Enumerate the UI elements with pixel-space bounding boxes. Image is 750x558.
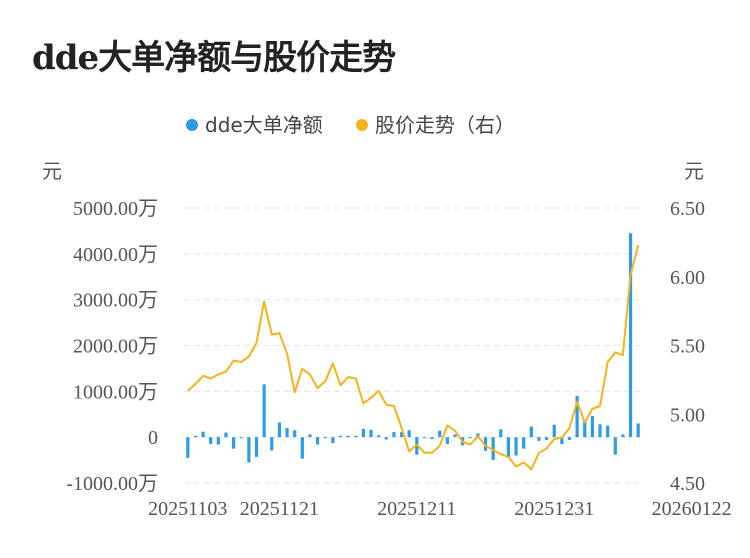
bar [598,424,602,438]
legend: dde大单净额 股价走势（右） [186,113,515,137]
legend-label-price: 股价走势（右） [375,113,515,137]
bar [392,432,396,438]
bar [384,437,388,440]
bar [621,434,625,438]
bar [315,437,320,445]
right-tick-label: 5.00 [670,404,705,426]
left-tick-label: 2000.00万 [73,336,158,358]
bar [239,437,243,439]
bar [636,423,640,438]
bar [338,435,343,438]
bar [293,430,297,438]
bar [361,428,365,438]
bar [285,428,289,438]
x-tick-label: 20251211 [377,498,456,520]
bar [300,437,304,459]
bar [590,416,594,438]
bar [277,422,282,438]
left-tick-label: 4000.00万 [73,244,158,266]
bar [270,437,274,451]
bar [606,425,610,438]
bar [323,437,327,439]
chart-title: dde大单净额与股价走势 [32,38,396,78]
line-series [187,244,640,471]
right-axis-ticks: 6.50 6.00 5.50 5.00 4.50 [670,198,705,495]
bar [216,437,220,445]
bar [201,431,205,438]
bar [377,435,381,438]
bar [369,429,373,438]
legend-dot-dde [186,119,198,131]
bar [438,430,442,438]
bar [193,435,198,438]
bar [468,437,472,439]
bar [422,437,427,439]
left-tick-label: -1000.00万 [66,473,158,495]
bar [628,233,633,438]
bar [232,437,236,449]
bar [560,437,564,445]
bar [445,437,449,445]
x-tick-label: 20251103 [148,498,227,520]
bar [506,437,511,458]
right-tick-label: 5.50 [670,336,705,358]
bar [262,384,266,438]
left-axis-ticks: 5000.00万 4000.00万 3000.00万 2000.00万 1000.00万… [66,198,158,495]
left-axis-unit: 元 [42,159,62,183]
price-line [187,244,640,471]
bar [537,437,541,441]
bar [209,437,213,445]
bar [224,432,228,438]
bar [491,437,495,461]
bar [583,421,587,438]
bar [613,437,617,455]
legend-label-dde: dde大单净额 [205,113,323,137]
right-tick-label: 4.50 [670,473,705,495]
bar [499,429,503,438]
left-tick-label: 5000.00万 [73,198,158,220]
x-tick-label: 20251231 [514,498,594,520]
bar [567,437,572,440]
bar [483,437,488,451]
bar [354,435,358,438]
bar [399,432,404,438]
right-tick-label: 6.00 [670,267,705,289]
legend-dot-price [356,119,368,131]
x-axis-ticks: 20251103 20251121 20251211 20251231 20260122 [148,498,731,520]
bar [186,437,190,458]
bar [522,437,526,449]
left-tick-label: 3000.00万 [73,290,158,312]
left-tick-label: 1000.00万 [73,381,158,403]
bar [430,437,434,439]
bar [407,430,411,438]
bar [254,437,259,457]
bar [552,424,556,438]
right-axis-unit: 元 [684,159,704,183]
bar [453,434,457,438]
bar [514,437,518,456]
bar [529,426,533,438]
bar [308,434,312,438]
right-tick-label: 6.50 [670,198,705,220]
bar [331,437,335,444]
bar [346,435,350,438]
gridlines [184,207,642,484]
left-tick-label: 0 [148,427,158,449]
bar [575,395,579,438]
x-tick-label: 20260122 [652,498,732,520]
bar [544,437,549,440]
x-tick-label: 20251121 [240,498,319,520]
bar [247,437,251,463]
